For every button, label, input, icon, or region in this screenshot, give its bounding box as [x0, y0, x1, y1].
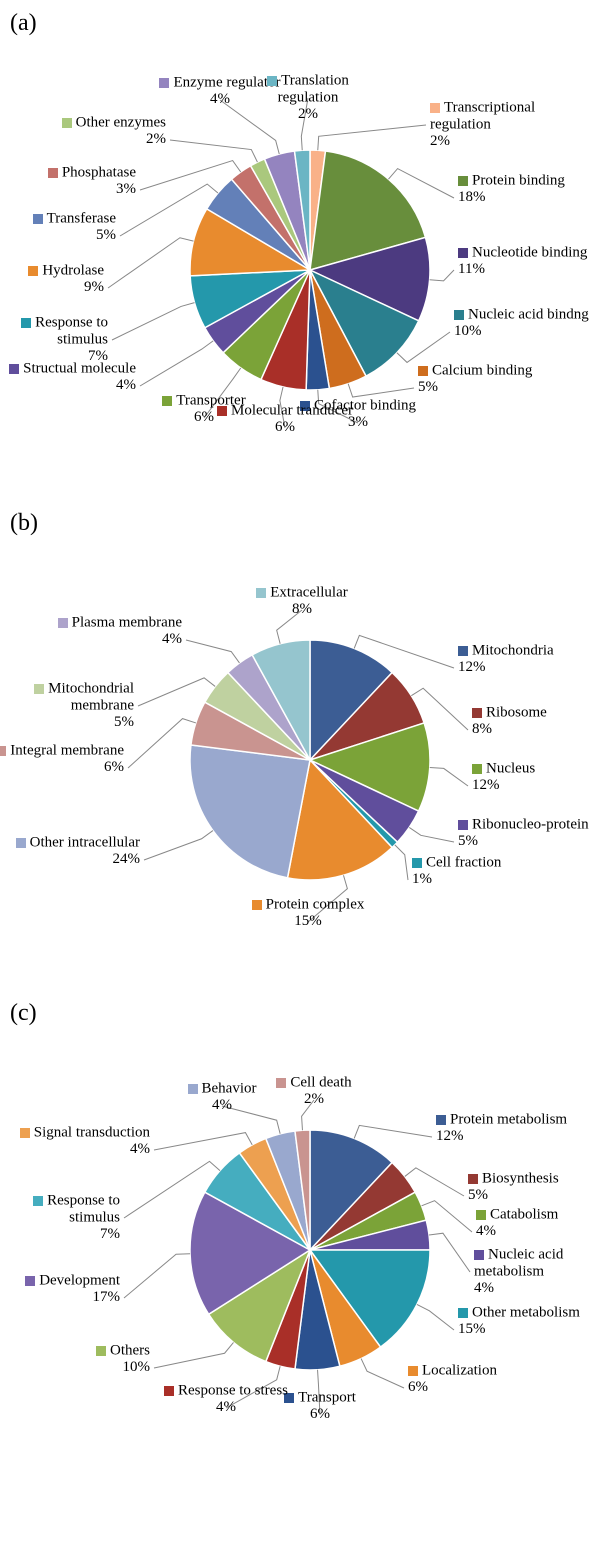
pie-label: Nucleic acid bindng10% — [454, 306, 594, 339]
pie-label: Other intracellular24% — [0, 834, 140, 867]
leader-line — [186, 640, 239, 663]
pie-label: Protein metabolism12% — [436, 1111, 576, 1144]
pie-label: Transferase5% — [0, 210, 116, 243]
chart-a: Transcriptional regulation2%Protein bind… — [10, 10, 590, 480]
pie-label: Development17% — [0, 1272, 120, 1305]
leader-line — [409, 827, 454, 842]
leader-line — [170, 140, 257, 162]
pie-label: Mitochondria12% — [458, 642, 598, 675]
leader-line — [354, 1125, 432, 1138]
pie-label: Plasma membrane4% — [42, 614, 182, 647]
panel-c: (c) Protein metabolism12%Biosynthesis5%C… — [10, 1000, 590, 1460]
pie-label: Signal transduction4% — [10, 1124, 150, 1157]
pie-label: Other enzymes2% — [26, 114, 166, 147]
pie-label: Others10% — [10, 1342, 150, 1375]
leader-line — [395, 845, 408, 880]
chart-c: Protein metabolism12%Biosynthesis5%Catab… — [10, 1000, 590, 1460]
leader-line — [140, 341, 213, 386]
pie-label: Transcriptional regulation2% — [430, 99, 570, 149]
leader-line — [112, 303, 195, 340]
leader-line — [128, 719, 196, 768]
leader-line — [429, 1233, 470, 1272]
leader-line — [422, 1201, 472, 1232]
leader-line — [154, 1342, 234, 1368]
pie-label: Integral membrane6% — [0, 742, 124, 775]
pie-label: Nucleotide binding11% — [458, 244, 598, 277]
pie-label: Cell death2% — [244, 1074, 384, 1107]
pie-slice — [190, 745, 310, 878]
pie-label: Biosynthesis5% — [468, 1170, 600, 1203]
pie-label: Response to stimulus7% — [0, 314, 108, 364]
pie-label: Ribonucleo-protein5% — [458, 816, 598, 849]
panel-b: (b) Mitochondria12%Ribosome8%Nucleus12%R… — [10, 510, 590, 970]
leader-line — [361, 1359, 404, 1388]
pie-label: Phosphatase3% — [0, 164, 136, 197]
leader-line — [430, 768, 468, 786]
pie-label: Protein complex15% — [238, 896, 378, 929]
pie-label: Calcium binding5% — [418, 362, 558, 395]
leader-line — [108, 238, 194, 288]
pie-label: Nucleic acid metabolism4% — [474, 1246, 600, 1296]
pie-label: Catabolism4% — [476, 1206, 600, 1239]
pie-label: Mitochondrial membrane5% — [0, 680, 134, 730]
pie-label: Extracellular8% — [232, 584, 372, 617]
leader-line — [348, 384, 414, 397]
pie-label: Hydrolase9% — [0, 262, 104, 295]
leader-line — [124, 1254, 190, 1298]
leader-line — [318, 125, 426, 150]
pie-label: Localization6% — [408, 1362, 548, 1395]
pie-label: Response to stimulus7% — [0, 1192, 120, 1242]
pie-label: Cell fraction1% — [412, 854, 552, 887]
pie-label: Transporter6% — [134, 392, 274, 425]
pie-label: Translation regulation2% — [238, 72, 378, 122]
leader-line — [430, 270, 454, 281]
pie-label: Ribosome8% — [472, 704, 600, 737]
chart-b: Mitochondria12%Ribosome8%Nucleus12%Ribon… — [10, 510, 590, 970]
pie-label: Protein binding18% — [458, 172, 598, 205]
pie-label: Other metabolism15% — [458, 1304, 598, 1337]
leader-line — [144, 831, 213, 860]
panel-a: (a) Transcriptional regulation2%Protein … — [10, 10, 590, 480]
pie-label: Structual molecule4% — [0, 360, 136, 393]
leader-line — [417, 1304, 454, 1330]
pie-label: Response to stress4% — [156, 1382, 296, 1415]
leader-line — [138, 678, 215, 706]
pie-label: Nucleus12% — [472, 760, 600, 793]
leader-line — [154, 1133, 252, 1150]
